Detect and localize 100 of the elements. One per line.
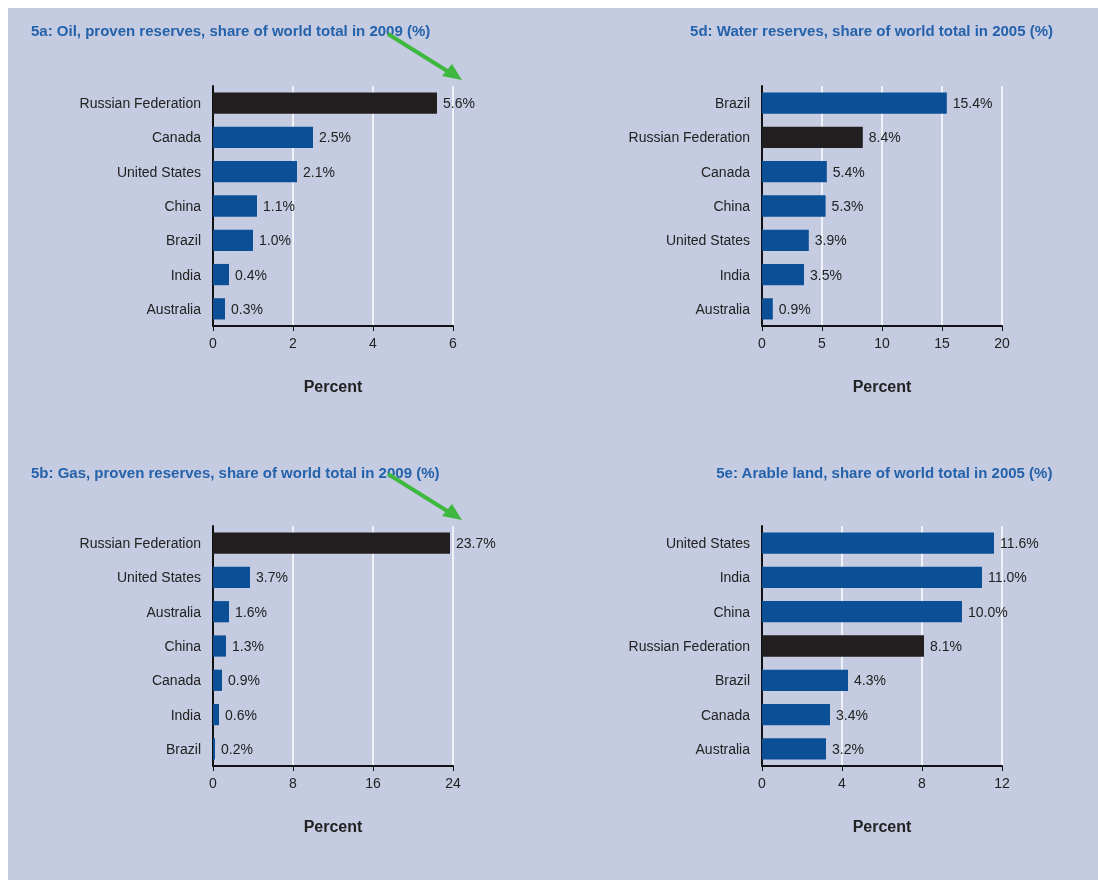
chart-title: 5a: Oil, proven reserves, share of world total in 2009 (%) <box>31 22 431 39</box>
x-tick-label: 12 <box>994 775 1010 791</box>
x-tick-label: 0 <box>758 775 767 791</box>
data-label: 3.4% <box>836 706 868 723</box>
x-tick-label: 8 <box>289 775 298 791</box>
data-label: 10.0% <box>968 603 1008 620</box>
x-tick-label: 8 <box>918 775 927 791</box>
data-label: 1.3% <box>232 638 264 654</box>
y-tick-label: Russian Federation <box>628 129 750 146</box>
bar <box>762 738 826 760</box>
data-label: 11.6% <box>1000 535 1039 552</box>
y-tick-label: Canada <box>700 163 751 180</box>
y-tick-label: China <box>164 198 202 214</box>
x-axis-title: Percent <box>852 377 913 395</box>
bar <box>762 126 863 149</box>
y-tick-label: India <box>170 706 202 723</box>
data-label: 3.2% <box>832 740 864 757</box>
x-axis-title: Percent <box>303 817 364 835</box>
y-tick-label: United States <box>665 232 750 249</box>
y-tick-label: Russian Federation <box>628 638 750 654</box>
y-tick-label: Canada <box>151 672 202 689</box>
data-label: 0.9% <box>778 300 811 317</box>
y-tick-label: India <box>719 266 751 283</box>
bar <box>213 161 297 183</box>
data-label: 0.6% <box>225 706 257 723</box>
bar <box>213 126 313 149</box>
x-tick-label: 16 <box>365 775 381 791</box>
bar <box>213 635 226 657</box>
data-label: 1.6% <box>235 603 267 620</box>
chart-title: 5e: Arable land, share of world total in 2005 (%) <box>716 464 1053 481</box>
bar <box>762 195 826 217</box>
y-tick-label: India <box>719 569 751 586</box>
data-label: 5.6% <box>443 95 475 112</box>
y-tick-label: Russian Federation <box>79 535 201 552</box>
bar <box>213 566 250 589</box>
y-tick-label: Brazil <box>714 672 750 689</box>
y-tick-label: Canada <box>700 706 751 723</box>
bar <box>762 298 773 320</box>
x-tick-label: 15 <box>934 335 950 351</box>
y-tick-label: Brazil <box>165 740 201 757</box>
data-label: 1.1% <box>263 198 295 214</box>
data-label: 0.4% <box>235 266 267 283</box>
y-tick-label: China <box>164 638 202 654</box>
data-label: 3.5% <box>810 266 842 283</box>
x-axis-title: Percent <box>303 377 364 395</box>
bar <box>762 229 809 251</box>
bar <box>213 263 229 286</box>
bar <box>213 532 450 554</box>
data-label: 3.9% <box>814 232 847 249</box>
bar <box>213 298 225 320</box>
x-tick-label: 4 <box>838 775 847 791</box>
bar <box>213 229 253 251</box>
x-tick-label: 5 <box>818 335 827 351</box>
x-tick-label: 4 <box>369 335 378 351</box>
y-tick-label: Australia <box>695 740 751 757</box>
data-label: 8.4% <box>868 129 901 146</box>
bar <box>213 601 229 623</box>
data-label: 2.1% <box>303 163 335 180</box>
y-tick-label: Australia <box>146 300 202 317</box>
y-tick-label: Australia <box>146 603 202 620</box>
bar <box>762 532 994 554</box>
bar <box>213 195 257 217</box>
y-tick-label: Canada <box>151 129 202 146</box>
y-tick-label: United States <box>116 569 201 586</box>
bar <box>213 703 219 726</box>
data-label: 8.1% <box>930 638 962 654</box>
x-tick-label: 24 <box>445 775 461 791</box>
x-tick-label: 2 <box>289 335 298 351</box>
x-tick-label: 10 <box>874 335 890 351</box>
chart-title: 5d: Water reserves, share of world total in 2005 (%) <box>690 22 1054 39</box>
bar <box>762 635 924 657</box>
bar <box>762 601 962 623</box>
data-label: 1.0% <box>259 232 291 249</box>
y-tick-label: Brazil <box>714 95 750 112</box>
y-tick-label: China <box>713 603 751 620</box>
y-tick-label: United States <box>665 535 750 552</box>
data-label: 5.4% <box>832 163 865 180</box>
x-tick-label: 0 <box>209 335 218 351</box>
y-tick-label: United States <box>116 163 201 180</box>
y-tick-label: Russian Federation <box>79 95 201 112</box>
bar <box>762 161 827 183</box>
data-label: 0.2% <box>221 740 253 757</box>
x-tick-label: 0 <box>209 775 218 791</box>
bar <box>213 669 222 691</box>
y-tick-label: Australia <box>695 300 751 317</box>
data-label: 5.3% <box>831 198 864 214</box>
y-tick-label: India <box>170 266 202 283</box>
x-tick-label: 0 <box>758 335 767 351</box>
data-label: 2.5% <box>319 129 351 146</box>
bar <box>762 669 848 691</box>
bar <box>762 92 947 114</box>
data-label: 4.3% <box>854 672 886 689</box>
data-label: 23.7% <box>456 535 496 552</box>
data-label: 3.7% <box>256 569 288 586</box>
data-label: 15.4% <box>952 95 993 112</box>
bar <box>762 263 804 286</box>
y-tick-label: Brazil <box>165 232 201 249</box>
data-label: 11.0% <box>988 569 1027 586</box>
bar <box>762 703 830 726</box>
data-label: 0.9% <box>228 672 260 689</box>
